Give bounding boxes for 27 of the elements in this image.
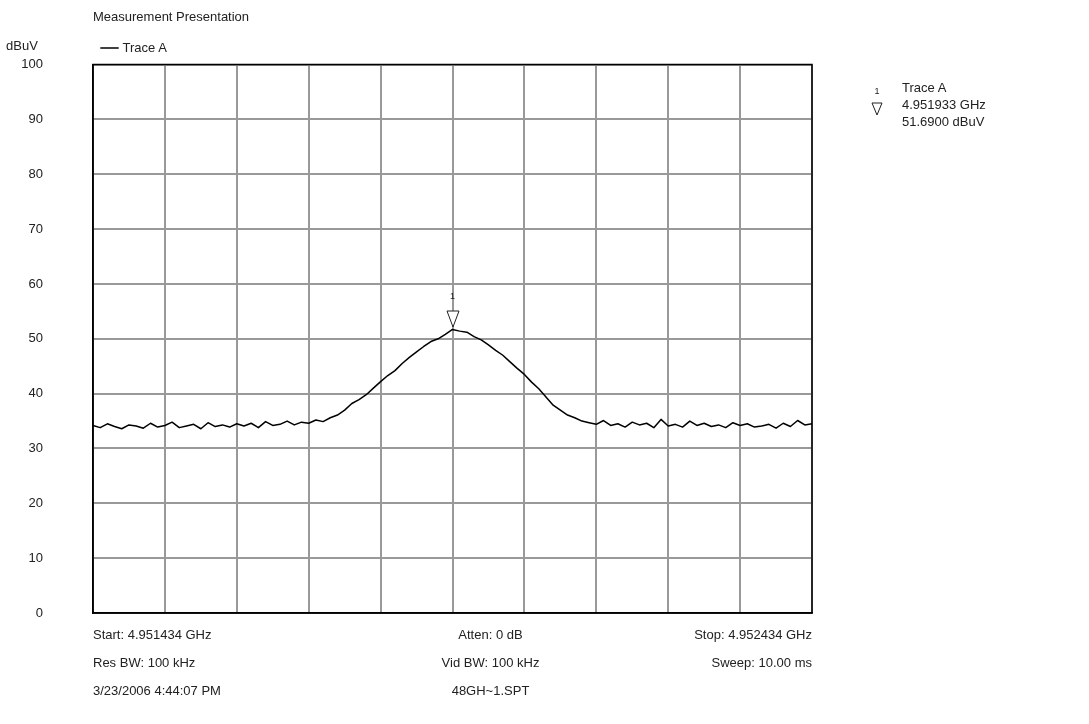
text: Res BW: 100 kHz — [93, 655, 196, 670]
chart-title: Measurement Presentation — [93, 9, 250, 25]
y-tick-label: 100 — [21, 56, 43, 72]
y-tick-label: 10 — [28, 549, 43, 565]
text: 51.6900 dBuV — [902, 114, 985, 129]
text: 4.951933 GHz — [902, 97, 986, 112]
text: Trace A — [902, 80, 947, 95]
y-tick-label: 50 — [28, 330, 43, 346]
text: Stop: 4.952434 GHz — [694, 627, 812, 642]
y-tick-label: 70 — [28, 220, 43, 236]
y-tick-label: 30 — [28, 440, 43, 456]
legend-label: Trace A — [122, 39, 168, 55]
text: Sweep: 10.00 ms — [711, 655, 812, 670]
y-tick-label: 0 — [35, 604, 43, 620]
y-axis-title: dBuV — [6, 38, 38, 53]
annotation: 1 — [449, 291, 456, 302]
text: 1 — [874, 86, 880, 96]
y-tick-label: 60 — [28, 275, 43, 291]
text: Start: 4.951434 GHz — [93, 627, 212, 642]
y-tick-label: 40 — [28, 385, 43, 401]
y-tick-label: 80 — [28, 165, 43, 181]
text: Vid BW: 100 kHz — [441, 655, 540, 670]
y-tick-label: 20 — [28, 494, 43, 510]
text: Atten: 0 dB — [458, 627, 523, 642]
y-tick-label: 90 — [28, 111, 43, 127]
text: 48GH~1.SPT — [451, 683, 530, 698]
text: 3/23/2006 4:44:07 PM — [93, 683, 221, 698]
